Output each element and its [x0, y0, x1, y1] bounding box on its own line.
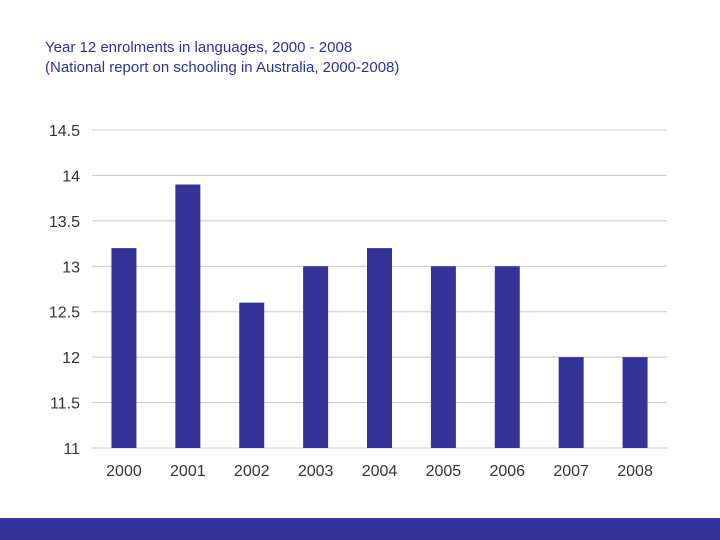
y-tick-label: 14.5: [49, 123, 80, 140]
x-tick-label: 2007: [553, 463, 589, 480]
y-tick-label: 12.5: [49, 305, 80, 322]
x-tick-label: 2006: [489, 463, 525, 480]
y-tick-label: 12: [62, 350, 80, 367]
y-tick-label: 11.5: [50, 396, 80, 413]
y-tick-label: 11: [63, 441, 80, 458]
y-axis-tick-labels: 14.5 14 13.5 13 12.5 12 11.5 11: [49, 123, 80, 458]
bar-2002: [239, 302, 265, 448]
chart-title: Year 12 enrolments in languages, 2000 - …: [45, 39, 353, 56]
y-tick-label: 14: [62, 168, 80, 185]
x-tick-label: 2003: [298, 463, 334, 480]
bar-2004: [367, 248, 392, 448]
x-tick-label: 2008: [617, 463, 653, 480]
x-tick-label: 2002: [234, 463, 270, 480]
bar-2001: [175, 184, 201, 448]
x-tick-label: 2001: [170, 463, 206, 480]
footer-bar: [0, 518, 720, 540]
bar-2000: [111, 248, 137, 448]
bar-2007: [558, 357, 584, 448]
bar-2005: [430, 266, 456, 448]
bar-2008: [622, 357, 648, 448]
x-tick-label: 2005: [426, 463, 462, 480]
x-tick-label: 2004: [362, 463, 398, 480]
y-tick-label: 13: [62, 259, 80, 276]
x-tick-label: 2000: [106, 463, 142, 480]
x-axis-tick-labels: 2000 2001 2002 2003 2004 2005 2006 2007 2008: [106, 463, 653, 480]
bar-2003: [303, 266, 329, 448]
y-tick-label: 13.5: [49, 214, 80, 231]
chart-title-block: Year 12 enrolments in languages, 2000 - …: [45, 38, 399, 78]
chart-subtitle: (National report on schooling in Austral…: [45, 59, 400, 76]
bars: [111, 184, 648, 448]
bar-2006: [494, 266, 520, 448]
